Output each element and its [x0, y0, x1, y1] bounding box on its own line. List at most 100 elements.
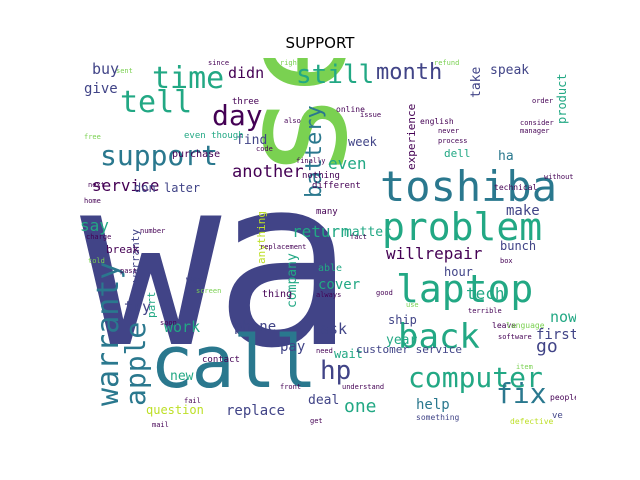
- word-break: break: [106, 243, 140, 256]
- word-software: software: [498, 333, 532, 341]
- word-say: say: [80, 216, 109, 235]
- word-buy: buy: [92, 60, 120, 78]
- word-phone: phone: [234, 319, 277, 335]
- word-matter: matter: [344, 225, 391, 240]
- word-fail: fail: [184, 397, 201, 405]
- word-support: support: [100, 139, 219, 172]
- word-ha: ha: [498, 149, 514, 164]
- word-one: one: [344, 396, 377, 417]
- word-speak: speak: [490, 63, 530, 78]
- word-sent: sent: [116, 67, 133, 75]
- word-able: able: [318, 263, 343, 274]
- word-process: process: [438, 137, 468, 145]
- word-willrepair: willrepair: [386, 244, 483, 263]
- word-technical: technical: [494, 183, 538, 192]
- word-find: find: [236, 133, 268, 148]
- word-year: year: [386, 333, 418, 348]
- word-english: english: [420, 117, 454, 126]
- word-computer: computer: [408, 361, 543, 394]
- word-deal: deal: [308, 393, 340, 408]
- word-contact: contact: [202, 355, 240, 365]
- word-three: three: [232, 97, 260, 107]
- word-anything: anything: [255, 211, 268, 264]
- word-replace: replace: [226, 403, 286, 419]
- word-number: number: [140, 227, 166, 235]
- word-past: past: [120, 267, 137, 275]
- word-manager: manager: [520, 127, 550, 135]
- word-nothing: nothing: [302, 171, 340, 181]
- word-new: new: [170, 369, 194, 384]
- word-refund: refund: [434, 59, 460, 67]
- word-tech: tech: [466, 284, 505, 303]
- word-box: box: [500, 257, 513, 265]
- word-go: go: [536, 336, 558, 357]
- word-many: many: [316, 207, 338, 217]
- word-pay: pay: [280, 339, 306, 355]
- word-work: work: [164, 318, 201, 336]
- word-cloud: wa send call toshiba problem laptop back…: [80, 58, 576, 428]
- word-need: need: [316, 347, 333, 355]
- word-charge: charge: [86, 233, 112, 241]
- word-ask: ask: [320, 320, 348, 338]
- word-day: day: [212, 99, 263, 132]
- word-without: without: [544, 173, 574, 181]
- word-don: don: [134, 181, 156, 195]
- word-week: week: [348, 135, 377, 149]
- word-good: good: [376, 289, 393, 297]
- word-didn: didn: [228, 64, 265, 82]
- word-screen: screen: [196, 287, 222, 295]
- word-next: next: [88, 181, 105, 189]
- word-later: later: [164, 181, 201, 195]
- word-still: still: [296, 60, 375, 90]
- word-home: home: [84, 197, 101, 205]
- word-service: service: [92, 176, 160, 195]
- word-cover: cover: [318, 277, 361, 293]
- word-another: another: [232, 162, 304, 182]
- word-something: something: [416, 413, 460, 422]
- word-understand: understand: [342, 383, 385, 391]
- word-mail: mail: [152, 421, 169, 429]
- word-told: told: [88, 257, 105, 265]
- word-code: code: [256, 145, 273, 153]
- word-even: even: [328, 154, 367, 173]
- word-get: get: [310, 417, 323, 425]
- word-purchase: purchase: [172, 149, 221, 160]
- word-part: part: [145, 291, 158, 319]
- word-first: first: [536, 327, 576, 343]
- word-free: free: [84, 133, 101, 141]
- word-time: time: [152, 61, 225, 96]
- word-laptop: laptop: [396, 267, 534, 311]
- word-even-though: even though: [184, 131, 244, 141]
- word-use: use: [406, 301, 419, 309]
- word-terrible: terrible: [468, 307, 502, 315]
- word-order: order: [532, 97, 554, 105]
- word-thing: thing: [262, 289, 293, 300]
- word-now: now: [550, 308, 576, 326]
- word-soon: soon: [160, 319, 177, 327]
- word-hp: hp: [320, 356, 352, 386]
- word-ship: ship: [388, 313, 417, 327]
- word-question: question: [146, 403, 204, 417]
- word-fact: fact: [350, 233, 367, 241]
- word-people: people: [550, 393, 576, 402]
- word-issue: issue: [360, 111, 382, 119]
- word-fix: fix: [496, 377, 547, 410]
- word-help: help: [416, 397, 450, 413]
- word-bunch: bunch: [500, 239, 537, 253]
- word-defective: defective: [510, 417, 554, 426]
- word-wa: wa: [80, 127, 355, 400]
- word-toshiba: toshiba: [380, 162, 558, 211]
- word-consider: consider: [520, 119, 554, 127]
- word-also: also: [284, 117, 301, 125]
- word-experience: experience: [405, 103, 418, 170]
- word-apple: apple: [119, 321, 152, 406]
- word-take: take: [469, 66, 484, 98]
- word-make: make: [506, 203, 540, 219]
- word-wait: wait: [334, 347, 363, 361]
- word-dell: dell: [444, 147, 471, 160]
- word-replacement: replacement: [260, 243, 307, 251]
- word-right: right: [280, 59, 302, 67]
- word-never: never: [438, 127, 460, 135]
- word-product: product: [555, 73, 569, 124]
- word-item: item: [516, 363, 533, 371]
